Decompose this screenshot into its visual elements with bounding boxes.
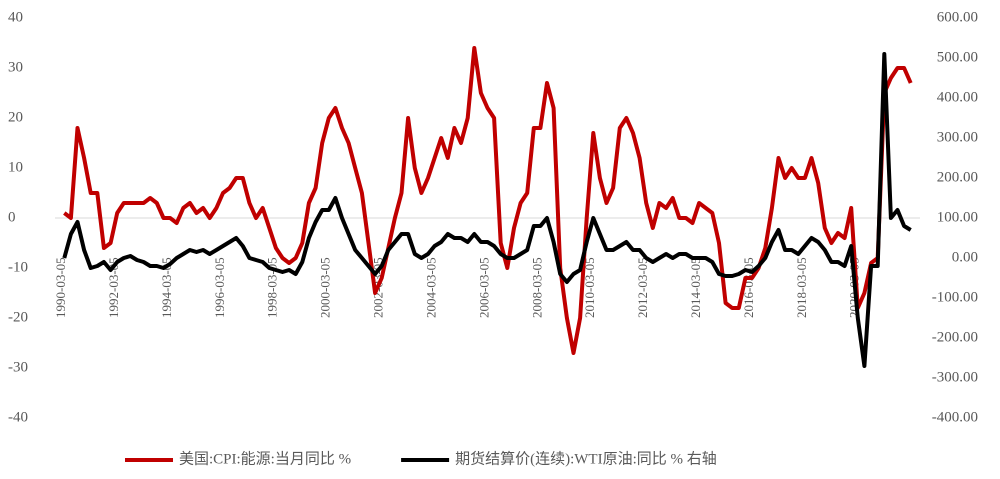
x-tick-label: 1992-03-05	[106, 257, 121, 318]
y2-tick-label: 400.00	[937, 89, 978, 105]
y2-tick-label: -100.00	[932, 289, 978, 305]
y-tick-label: -30	[8, 359, 28, 375]
y2-tick-label: -400.00	[932, 409, 978, 425]
x-tick-label: 2012-03-05	[635, 257, 650, 318]
x-tick-label: 1996-03-05	[212, 257, 227, 318]
y2-tick-label: 200.00	[937, 169, 978, 185]
y-tick-label: 40	[8, 9, 23, 25]
x-tick-label: 1990-03-05	[53, 257, 68, 318]
y-tick-label: -20	[8, 309, 28, 325]
x-tick-label: 1998-03-05	[265, 257, 280, 318]
x-tick-label: 1994-03-05	[159, 257, 174, 318]
y-tick-label: 30	[8, 59, 23, 75]
x-tick-label: 2006-03-05	[476, 257, 491, 318]
y2-tick-label: 600.00	[937, 9, 978, 25]
y-tick-label: 0	[8, 209, 16, 225]
x-tick-label: 2004-03-05	[423, 257, 438, 318]
y2-tick-label: 300.00	[937, 129, 978, 145]
series-line	[62, 52, 912, 368]
legend-label: 期货结算价(连续):WTI原油:同比 % 右轴	[455, 449, 717, 467]
x-tick-label: 2000-03-05	[318, 257, 333, 318]
y2-tick-label: 0.00	[952, 249, 978, 265]
y2-tick-label: 100.00	[937, 209, 978, 225]
x-tick-label: 2014-03-05	[688, 257, 703, 318]
legend-label: 美国:CPI:能源:当月同比 %	[179, 450, 351, 467]
y-tick-label: 10	[8, 159, 23, 175]
series-line	[63, 46, 913, 355]
y2-tick-label: -200.00	[932, 329, 978, 345]
y2-tick-label: 500.00	[937, 49, 978, 65]
y-tick-label: -10	[8, 259, 28, 275]
x-tick-label: 2008-03-05	[529, 257, 544, 318]
x-tick-label: 2010-03-05	[582, 257, 597, 318]
x-tick-label: 2018-03-05	[794, 257, 809, 318]
y2-tick-label: -300.00	[932, 369, 978, 385]
y-tick-label: 20	[8, 109, 23, 125]
y-tick-label: -40	[8, 409, 28, 425]
